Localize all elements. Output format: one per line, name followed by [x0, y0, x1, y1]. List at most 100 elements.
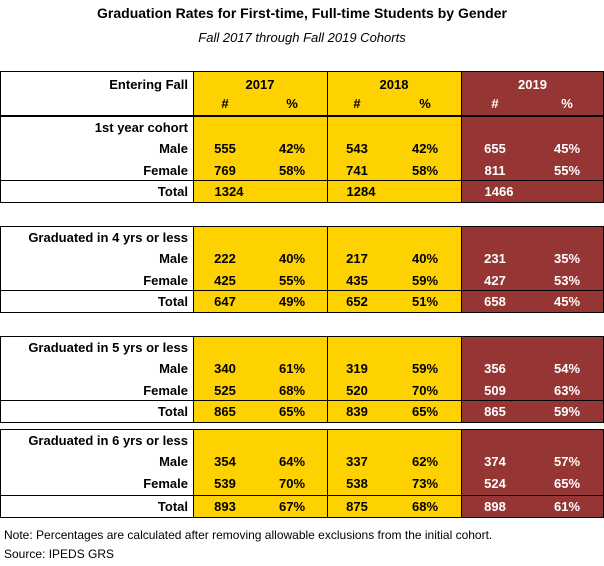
- count-cell-2019: 524: [484, 476, 506, 491]
- percent-cell-2017: 70%: [278, 476, 306, 491]
- count-cell-2018: 741: [346, 163, 368, 178]
- row-label-female: Female: [143, 163, 188, 178]
- total-percent-cell-2018: 65%: [411, 404, 439, 419]
- count-cell-2019: 231: [484, 251, 506, 266]
- total-count-cell-2018: 875: [346, 499, 368, 514]
- total-count-cell-2019: 865: [484, 404, 506, 419]
- percent-cell-2017: 58%: [278, 163, 306, 178]
- column-divider: [327, 226, 328, 313]
- column-divider: [193, 336, 194, 423]
- count-cell-2017: 555: [214, 141, 236, 156]
- count-cell-2019: 356: [484, 361, 506, 376]
- section-title: Graduated in 4 yrs or less: [28, 230, 188, 245]
- column-fill-2018: [327, 116, 461, 203]
- header-percent-symbol: %: [561, 96, 573, 111]
- total-percent-cell-2019: 45%: [553, 294, 581, 309]
- count-cell-2018: 543: [346, 141, 368, 156]
- total-count-cell-2019: 658: [484, 294, 506, 309]
- count-cell-2017: 340: [214, 361, 236, 376]
- page-title: Graduation Rates for First-time, Full-ti…: [97, 5, 507, 21]
- percent-cell-2018: 73%: [411, 476, 439, 491]
- percent-cell-2019: 45%: [553, 141, 581, 156]
- count-cell-2017: 222: [214, 251, 236, 266]
- column-divider: [461, 71, 462, 116]
- percent-cell-2018: 59%: [411, 361, 439, 376]
- header-year-2017: 2017: [245, 77, 275, 92]
- section-title: 1st year cohort: [94, 120, 188, 135]
- total-row-divider: [0, 180, 604, 181]
- column-divider: [461, 336, 462, 423]
- column-divider: [193, 71, 194, 116]
- count-cell-2017: 539: [214, 476, 236, 491]
- column-fill-2019: [461, 226, 604, 313]
- source-note: Source: IPEDS GRS: [4, 547, 115, 561]
- column-divider: [327, 71, 328, 116]
- total-percent-cell-2019: 59%: [553, 404, 581, 419]
- column-fill-2019: [461, 336, 604, 423]
- percent-cell-2018: 42%: [411, 141, 439, 156]
- percent-cell-2018: 40%: [411, 251, 439, 266]
- count-cell-2018: 217: [346, 251, 368, 266]
- percent-cell-2017: 42%: [278, 141, 306, 156]
- total-row-divider: [0, 495, 604, 496]
- count-cell-2019: 509: [484, 383, 506, 398]
- total-row-label: Total: [157, 404, 188, 419]
- header-percent-symbol: %: [286, 96, 298, 111]
- count-cell-2017: 769: [214, 163, 236, 178]
- percent-cell-2019: 55%: [553, 163, 581, 178]
- count-cell-2019: 427: [484, 273, 506, 288]
- column-fill-2018: [327, 226, 461, 313]
- header-entering-fall: Entering Fall: [109, 77, 188, 92]
- count-cell-2018: 319: [346, 361, 368, 376]
- row-label-male: Male: [159, 251, 188, 266]
- column-divider: [461, 116, 462, 203]
- count-cell-2017: 425: [214, 273, 236, 288]
- column-divider: [193, 116, 194, 203]
- total-row-label: Total: [157, 184, 188, 199]
- count-cell-2019: 655: [484, 141, 506, 156]
- count-cell-2018: 337: [346, 454, 368, 469]
- column-fill-2019: [461, 116, 604, 203]
- total-percent-cell-2019: 61%: [553, 499, 581, 514]
- header-year-2018: 2018: [379, 77, 409, 92]
- percent-cell-2018: 62%: [411, 454, 439, 469]
- total-percent-cell-2017: 67%: [278, 499, 306, 514]
- total-row-label: Total: [157, 499, 188, 514]
- column-fill-2017: [193, 429, 327, 518]
- column-fill-2018: [327, 429, 461, 518]
- percent-cell-2019: 53%: [553, 273, 581, 288]
- header-count-symbol: #: [221, 96, 229, 111]
- column-divider: [193, 226, 194, 313]
- total-count-cell-2019: 1466: [484, 184, 514, 199]
- percent-cell-2018: 58%: [411, 163, 439, 178]
- row-label-male: Male: [159, 454, 188, 469]
- total-percent-cell-2017: 49%: [278, 294, 306, 309]
- total-row-label: Total: [157, 294, 188, 309]
- header-percent-symbol: %: [419, 96, 431, 111]
- percent-cell-2017: 64%: [278, 454, 306, 469]
- percent-cell-2018: 59%: [411, 273, 439, 288]
- percent-cell-2019: 57%: [553, 454, 581, 469]
- total-count-cell-2017: 1324: [214, 184, 244, 199]
- count-cell-2019: 374: [484, 454, 506, 469]
- count-cell-2018: 435: [346, 273, 368, 288]
- page-subtitle: Fall 2017 through Fall 2019 Cohorts: [198, 30, 406, 45]
- percent-cell-2019: 35%: [553, 251, 581, 266]
- column-fill-2017: [193, 336, 327, 423]
- column-fill-2018: [327, 336, 461, 423]
- count-cell-2019: 811: [484, 163, 506, 178]
- column-divider: [461, 226, 462, 313]
- row-label-male: Male: [159, 141, 188, 156]
- percent-cell-2019: 65%: [553, 476, 581, 491]
- total-count-cell-2018: 652: [346, 294, 368, 309]
- column-fill-2017: [193, 71, 327, 116]
- count-cell-2017: 354: [214, 454, 236, 469]
- row-label-female: Female: [143, 476, 188, 491]
- column-divider: [327, 116, 328, 203]
- count-cell-2017: 525: [214, 383, 236, 398]
- total-count-cell-2019: 898: [484, 499, 506, 514]
- column-fill-2017: [193, 116, 327, 203]
- total-row-divider: [0, 400, 604, 401]
- graduation-rates-table: Entering Fall 2017 #% 2018 #% 2019 #% 1st year …: [0, 71, 604, 518]
- column-fill-2018: [327, 71, 461, 116]
